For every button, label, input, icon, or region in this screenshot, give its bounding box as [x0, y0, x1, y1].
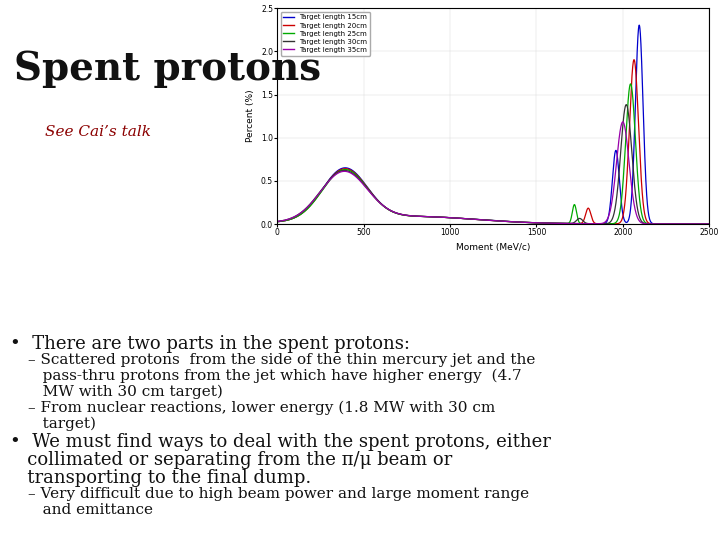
Target length 20cm — [705, 221, 714, 227]
Target length 15cm — [273, 219, 282, 225]
Target length 25cm — [626, 80, 635, 87]
Target length 15cm — [322, 180, 330, 186]
Text: – Very difficult due to high beam power and large moment range: – Very difficult due to high beam power … — [28, 487, 529, 501]
Line: Target length 30cm: Target length 30cm — [277, 105, 709, 224]
Target length 15cm — [348, 167, 356, 173]
Target length 15cm — [696, 221, 705, 227]
Target length 30cm — [348, 170, 356, 176]
Target length 25cm — [438, 214, 447, 220]
Text: •  We must find ways to deal with the spent protons, either: • We must find ways to deal with the spe… — [10, 433, 551, 451]
Target length 15cm — [438, 214, 447, 220]
Target length 15cm — [650, 220, 659, 227]
Text: MW with 30 cm target): MW with 30 cm target) — [28, 385, 223, 400]
Target length 35cm — [696, 221, 705, 227]
Target length 20cm — [322, 181, 330, 187]
Y-axis label: Percent (%): Percent (%) — [246, 90, 256, 143]
Target length 20cm — [348, 168, 356, 174]
Target length 30cm — [438, 214, 447, 220]
Target length 35cm — [457, 215, 466, 221]
Target length 35cm — [705, 221, 714, 227]
Line: Target length 35cm: Target length 35cm — [277, 122, 709, 224]
Target length 30cm — [273, 218, 282, 225]
Target length 20cm — [630, 57, 639, 63]
Target length 35cm — [322, 181, 330, 187]
Target length 35cm — [348, 171, 356, 177]
Target length 15cm — [705, 221, 714, 227]
Target length 35cm — [650, 221, 659, 227]
Line: Target length 20cm: Target length 20cm — [277, 60, 709, 224]
Target length 25cm — [650, 221, 659, 227]
Legend: Target length 15cm, Target length 20cm, Target length 25cm, Target length 30cm, : Target length 15cm, Target length 20cm, … — [281, 11, 370, 56]
Target length 30cm — [696, 221, 705, 227]
Text: – Scattered protons  from the side of the thin mercury jet and the: – Scattered protons from the side of the… — [28, 353, 536, 367]
Target length 30cm — [650, 221, 659, 227]
Target length 25cm — [273, 219, 282, 225]
Text: transporting to the final dump.: transporting to the final dump. — [10, 469, 311, 487]
Line: Target length 25cm: Target length 25cm — [277, 84, 709, 224]
Target length 30cm — [705, 221, 714, 227]
Target length 25cm — [696, 221, 705, 227]
Target length 15cm — [635, 22, 644, 29]
Target length 35cm — [618, 119, 627, 125]
Target length 20cm — [438, 214, 447, 220]
Target length 35cm — [438, 214, 447, 220]
Target length 20cm — [696, 221, 705, 227]
Target length 25cm — [457, 215, 466, 221]
Target length 20cm — [457, 215, 466, 221]
Target length 30cm — [322, 180, 330, 186]
Target length 25cm — [705, 221, 714, 227]
Line: Target length 15cm: Target length 15cm — [277, 25, 709, 224]
Target length 25cm — [322, 181, 330, 188]
Text: target): target) — [28, 417, 96, 431]
Target length 15cm — [457, 215, 466, 221]
Target length 30cm — [622, 102, 631, 108]
Target length 20cm — [273, 219, 282, 225]
Text: pass-thru protons from the jet which have higher energy  (4.7: pass-thru protons from the jet which hav… — [28, 369, 521, 383]
Text: collimated or separating from the π/μ beam or: collimated or separating from the π/μ be… — [10, 451, 452, 469]
Target length 30cm — [457, 215, 466, 221]
Text: See Cai’s talk: See Cai’s talk — [45, 125, 151, 139]
X-axis label: Moment (MeV/c): Moment (MeV/c) — [456, 243, 531, 252]
Text: – From nuclear reactions, lower energy (1.8 MW with 30 cm: – From nuclear reactions, lower energy (… — [28, 401, 495, 415]
Text: •  There are two parts in the spent protons:: • There are two parts in the spent proto… — [10, 335, 410, 353]
Text: Spent protons: Spent protons — [14, 50, 321, 88]
Text: and emittance: and emittance — [28, 503, 153, 517]
Target length 25cm — [348, 168, 356, 175]
Target length 20cm — [650, 221, 659, 227]
Target length 35cm — [273, 218, 282, 225]
